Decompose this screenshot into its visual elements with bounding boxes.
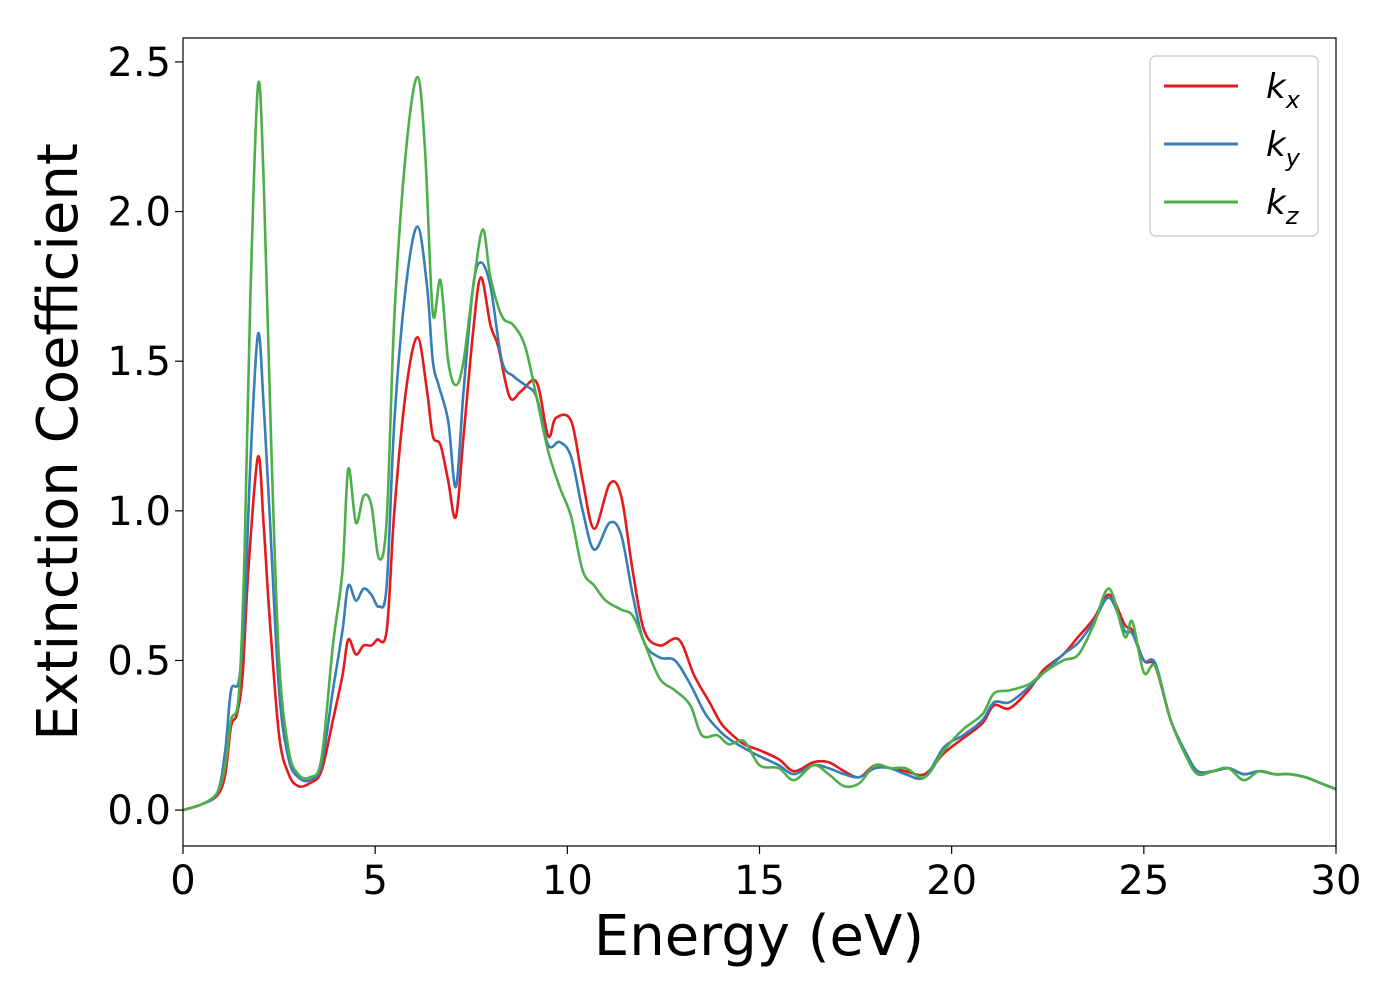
y-tick-label: 2.0 bbox=[107, 190, 171, 236]
legend-box bbox=[1149, 55, 1319, 237]
y-tick-label: 1.5 bbox=[107, 339, 171, 385]
y-axis-label: Extinction Coefficient bbox=[26, 143, 91, 741]
series-line-kz bbox=[182, 75, 1337, 812]
x-axis-label: Energy (eV) bbox=[594, 904, 924, 969]
x-axis-ticks: 0 5 10 15 20 25 30 bbox=[170, 846, 1361, 904]
y-tick-label: 2.5 bbox=[107, 40, 171, 86]
y-tick-label: 0.0 bbox=[107, 788, 171, 834]
y-axis-ticks: 0.0 0.5 1.0 1.5 2.0 2.5 bbox=[107, 40, 183, 834]
y-tick-label: 1.0 bbox=[107, 489, 171, 535]
x-tick-label: 0 bbox=[170, 858, 195, 904]
x-tick-label: 15 bbox=[734, 858, 785, 904]
y-tick-label: 0.5 bbox=[107, 638, 171, 684]
series-line-ky bbox=[182, 225, 1337, 812]
x-tick-label: 20 bbox=[926, 858, 977, 904]
x-tick-label: 10 bbox=[542, 858, 593, 904]
series-line-kx bbox=[182, 276, 1337, 812]
x-tick-label: 30 bbox=[1311, 858, 1362, 904]
plot-area bbox=[183, 38, 1336, 846]
x-tick-label: 5 bbox=[362, 858, 387, 904]
x-tick-label: 25 bbox=[1118, 858, 1169, 904]
series-layer bbox=[182, 75, 1337, 812]
